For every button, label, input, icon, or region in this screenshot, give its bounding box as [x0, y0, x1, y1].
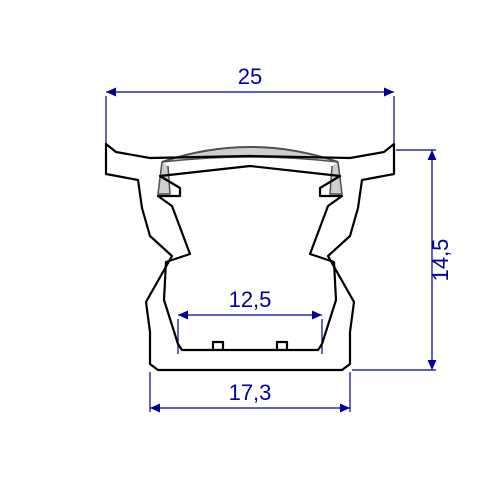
- cross-section-drawing: 25 12,5 17,3 14,5: [0, 0, 500, 500]
- dim-total-width: 25: [238, 64, 262, 89]
- profile-outer: [106, 144, 394, 370]
- dim-inner-width: 12,5: [229, 287, 272, 312]
- profile-inner: [158, 166, 342, 350]
- dim-height: 14,5: [428, 239, 453, 282]
- dim-base-width: 17,3: [229, 380, 272, 405]
